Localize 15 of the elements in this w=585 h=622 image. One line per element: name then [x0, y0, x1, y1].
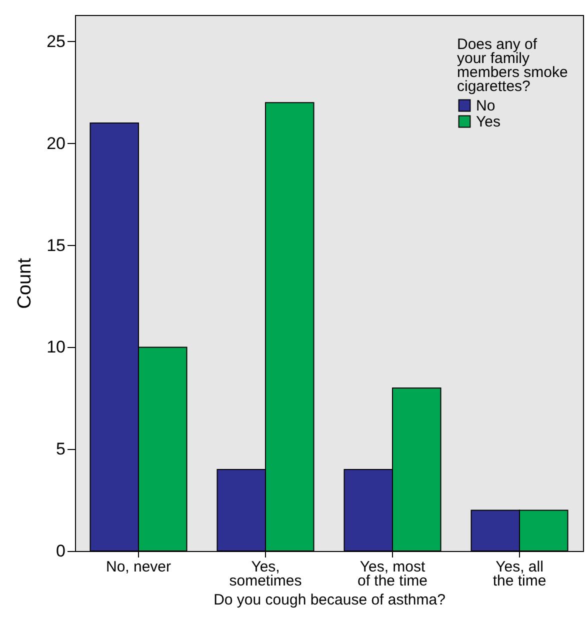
- x-tick-label: Yes, all the time: [492, 558, 546, 590]
- y-tick-label: 0: [56, 542, 66, 560]
- x-tick-label: No, never: [106, 558, 172, 576]
- x-axis-title: Do you cough because of asthma?: [214, 592, 446, 608]
- y-tick-label: 25: [46, 32, 66, 51]
- x-tick-label: Yes, most of the time: [357, 558, 428, 590]
- y-tick-label: 5: [56, 440, 66, 459]
- x-tick-label: Yes, sometimes: [229, 558, 302, 590]
- y-tick-label: 20: [46, 134, 66, 153]
- y-tick-label: 10: [46, 338, 66, 357]
- y-axis-title: Count: [14, 257, 36, 309]
- legend-label: Yes: [476, 114, 500, 130]
- y-tick-label: 15: [46, 236, 66, 255]
- legend-label: No: [476, 98, 496, 114]
- legend-title: Does any of your family members smoke cigarettes?: [457, 36, 568, 95]
